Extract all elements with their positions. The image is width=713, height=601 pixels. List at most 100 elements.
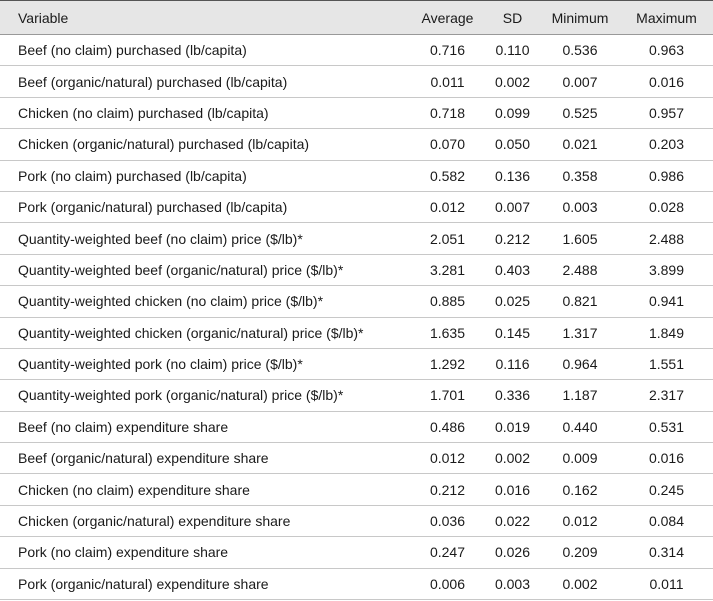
value-cell: 0.212 <box>410 473 485 506</box>
value-cell: 0.203 <box>620 128 713 161</box>
table-body: Beef (no claim) purchased (lb/capita) 0.7… <box>0 34 713 601</box>
value-cell: 0.110 <box>485 34 540 67</box>
value-cell: 0.002 <box>540 568 620 601</box>
value-cell: 0.012 <box>410 442 485 475</box>
value-cell: 0.003 <box>485 568 540 601</box>
header-cell: SD <box>485 0 540 35</box>
value-cell: 0.314 <box>620 536 713 569</box>
value-cell: 0.582 <box>410 160 485 192</box>
table-row: Chicken (no claim) expenditure share 0.21… <box>0 473 713 506</box>
value-cell: 2.488 <box>620 222 713 255</box>
table-row: Beef (organic/natural) expenditure share… <box>0 442 713 475</box>
value-cell: 0.440 <box>540 411 620 444</box>
value-cell: 0.718 <box>410 97 485 130</box>
value-cell: 0.016 <box>485 473 540 506</box>
value-cell: 0.003 <box>540 191 620 224</box>
value-cell: 1.317 <box>540 317 620 349</box>
table-row: Beef (organic/natural) purchased (lb/cap… <box>0 65 713 98</box>
value-cell: 2.051 <box>410 222 485 255</box>
value-cell: 0.941 <box>620 285 713 318</box>
header-cell: Maximum <box>620 0 713 35</box>
table-row: Chicken (organic/natural) expenditure sh… <box>0 505 713 538</box>
value-cell: 0.022 <box>485 505 540 538</box>
value-cell: 1.605 <box>540 222 620 255</box>
value-cell: 0.011 <box>410 65 485 98</box>
table-row: Quantity-weighted pork (no claim) price … <box>0 348 713 381</box>
value-cell: 0.002 <box>485 442 540 475</box>
variable-cell: Chicken (no claim) expenditure share <box>0 473 410 506</box>
value-cell: 0.821 <box>540 285 620 318</box>
value-cell: 0.145 <box>485 317 540 349</box>
value-cell: 0.531 <box>620 411 713 444</box>
value-cell: 0.016 <box>620 442 713 475</box>
variable-cell: Pork (no claim) purchased (lb/capita) <box>0 160 410 192</box>
table-header: Variable Average SD Minimum Maximum <box>0 0 713 35</box>
value-cell: 0.116 <box>485 348 540 381</box>
value-cell: 1.635 <box>410 317 485 349</box>
value-cell: 0.006 <box>410 568 485 601</box>
header-row: Variable Average SD Minimum Maximum <box>0 0 713 35</box>
variable-cell: Beef (no claim) purchased (lb/capita) <box>0 34 410 67</box>
value-cell: 0.099 <box>485 97 540 130</box>
value-cell: 0.245 <box>620 473 713 506</box>
value-cell: 0.011 <box>620 568 713 601</box>
header-cell: Variable <box>0 0 410 35</box>
value-cell: 0.536 <box>540 34 620 67</box>
value-cell: 0.070 <box>410 128 485 161</box>
value-cell: 0.012 <box>540 505 620 538</box>
value-cell: 1.292 <box>410 348 485 381</box>
value-cell: 0.336 <box>485 379 540 412</box>
table-row: Pork (no claim) purchased (lb/capita) 0.5… <box>0 160 713 192</box>
value-cell: 0.963 <box>620 34 713 67</box>
table-row: Pork (no claim) expenditure share 0.247 0.… <box>0 536 713 569</box>
value-cell: 0.021 <box>540 128 620 161</box>
variable-cell: Quantity-weighted pork (organic/natural)… <box>0 379 410 412</box>
variable-cell: Beef (organic/natural) expenditure share <box>0 442 410 475</box>
value-cell: 0.957 <box>620 97 713 130</box>
value-cell: 0.486 <box>410 411 485 444</box>
value-cell: 0.209 <box>540 536 620 569</box>
value-cell: 0.885 <box>410 285 485 318</box>
value-cell: 0.026 <box>485 536 540 569</box>
value-cell: 0.016 <box>620 65 713 98</box>
header-cell: Minimum <box>540 0 620 35</box>
value-cell: 1.551 <box>620 348 713 381</box>
value-cell: 0.358 <box>540 160 620 192</box>
value-cell: 2.488 <box>540 254 620 287</box>
value-cell: 0.403 <box>485 254 540 287</box>
variable-cell: Quantity-weighted chicken (organic/natur… <box>0 317 410 349</box>
value-cell: 0.007 <box>540 65 620 98</box>
value-cell: 1.849 <box>620 317 713 349</box>
variable-cell: Quantity-weighted pork (no claim) price … <box>0 348 410 381</box>
header-cell: Average <box>410 0 485 35</box>
variable-cell: Chicken (organic/natural) purchased (lb/… <box>0 128 410 161</box>
variable-cell: Beef (no claim) expenditure share <box>0 411 410 444</box>
value-cell: 0.028 <box>620 191 713 224</box>
value-cell: 2.317 <box>620 379 713 412</box>
value-cell: 0.009 <box>540 442 620 475</box>
value-cell: 0.036 <box>410 505 485 538</box>
value-cell: 3.899 <box>620 254 713 287</box>
value-cell: 1.187 <box>540 379 620 412</box>
variable-cell: Chicken (no claim) purchased (lb/capita) <box>0 97 410 130</box>
variable-cell: Pork (organic/natural) expenditure share <box>0 568 410 601</box>
value-cell: 0.136 <box>485 160 540 192</box>
variable-cell: Quantity-weighted chicken (no claim) pri… <box>0 285 410 318</box>
value-cell: 0.084 <box>620 505 713 538</box>
table-row: Quantity-weighted chicken (no claim) pri… <box>0 285 713 318</box>
value-cell: 0.012 <box>410 191 485 224</box>
table-row: Chicken (organic/natural) purchased (lb/… <box>0 128 713 161</box>
table-row: Beef (no claim) expenditure share 0.486 0.… <box>0 411 713 444</box>
value-cell: 0.002 <box>485 65 540 98</box>
variable-cell: Pork (organic/natural) purchased (lb/cap… <box>0 191 410 224</box>
value-cell: 0.964 <box>540 348 620 381</box>
value-cell: 0.716 <box>410 34 485 67</box>
table-row: Quantity-weighted pork (organic/natural)… <box>0 379 713 412</box>
variable-cell: Beef (organic/natural) purchased (lb/cap… <box>0 65 410 98</box>
table-row: Quantity-weighted beef (no claim) price … <box>0 222 713 255</box>
value-cell: 3.281 <box>410 254 485 287</box>
table-row: Pork (organic/natural) expenditure share… <box>0 568 713 601</box>
variable-cell: Pork (no claim) expenditure share <box>0 536 410 569</box>
variable-cell: Quantity-weighted beef (organic/natural)… <box>0 254 410 287</box>
